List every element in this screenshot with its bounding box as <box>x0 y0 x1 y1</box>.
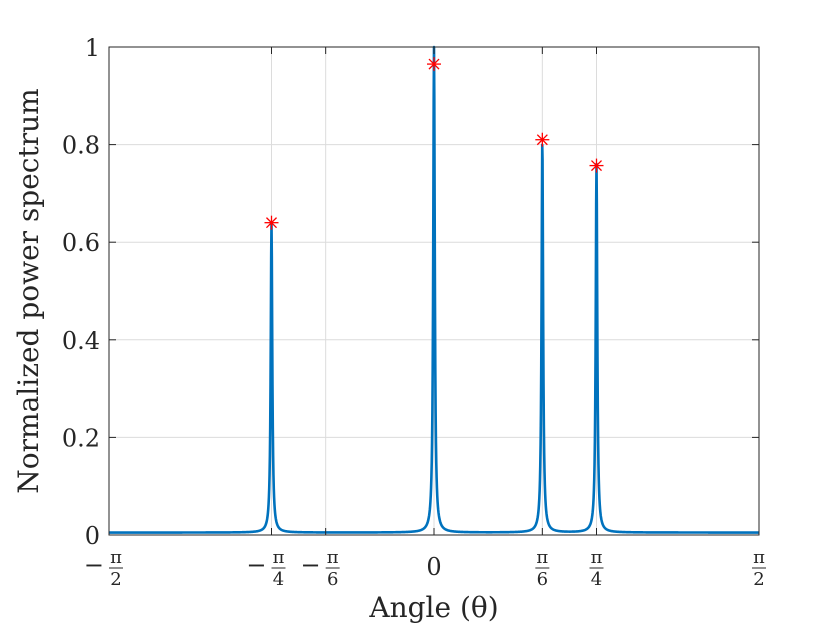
axis-ticks <box>108 46 760 536</box>
y-tick-label: 0.2 <box>62 424 100 452</box>
x-tick-numerator: π <box>591 547 603 568</box>
peak-marker <box>264 215 279 230</box>
x-tick-denominator: 4 <box>591 569 602 590</box>
x-tick-denominator: 4 <box>273 569 284 590</box>
x-tick-label: − π2 <box>84 547 123 590</box>
y-tick-label: 0 <box>85 522 100 550</box>
x-tick-numerator: π <box>327 547 339 568</box>
x-tick-denominator: 2 <box>110 569 121 590</box>
peak-marker <box>427 57 441 72</box>
y-tick-label: 0.4 <box>62 327 100 355</box>
marker-stroke <box>536 134 548 146</box>
peak-markers <box>264 57 604 230</box>
peak-marker <box>535 132 550 147</box>
x-tick-label: 0 <box>426 553 441 581</box>
y-tick-label: 0.8 <box>62 132 100 160</box>
x-tick-label: π2 <box>752 547 766 590</box>
x-tick-label: π6 <box>535 547 550 590</box>
x-tick-denominator: 6 <box>327 569 338 590</box>
x-tick-label: π4 <box>589 547 604 590</box>
x-tick-label: − π4 <box>246 547 286 590</box>
x-tick-numerator: π <box>273 547 285 568</box>
y-tick-label: 1 <box>85 34 100 62</box>
y-axis-title: Normalized power spectrum <box>12 88 45 493</box>
x-tick-denominator: 6 <box>537 569 548 590</box>
marker-stroke <box>428 58 440 70</box>
x-tick-numerator: π <box>753 547 765 568</box>
x-axis-title: Angle (θ) <box>368 591 498 624</box>
x-tick-numerator: π <box>536 547 548 568</box>
x-tick-numerator: π <box>110 547 122 568</box>
marker-stroke <box>591 160 602 172</box>
x-tick-sign: − <box>84 551 104 579</box>
x-tick-sign: − <box>246 551 266 579</box>
x-tick-denominator: 2 <box>753 569 764 590</box>
y-tick-label: 0.6 <box>62 229 100 257</box>
y-tick-labels: 0 0.2 0.4 0.6 0.8 1 <box>62 34 100 550</box>
peak-marker <box>589 158 604 173</box>
x-tick-sign: − <box>301 551 321 579</box>
marker-stroke <box>266 217 277 229</box>
x-tick-label: − π6 <box>301 547 340 590</box>
